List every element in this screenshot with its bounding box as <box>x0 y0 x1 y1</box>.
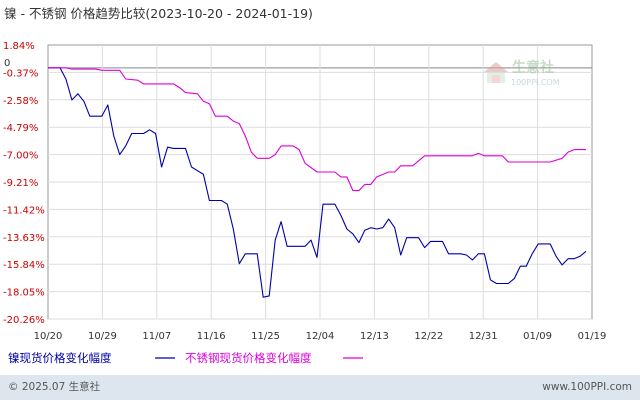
x-axis-ticks: 10/20 10/29 11/07 11/16 11/25 12/04 12/13 12/22… <box>34 331 607 342</box>
watermark-brand: 生意社 <box>512 59 554 76</box>
series-layer <box>48 67 587 298</box>
y-tick-label: -20.26% <box>3 315 45 326</box>
y-tick-label: -13.63% <box>3 233 45 244</box>
x-tick-label: 01/19 <box>578 331 607 342</box>
chart-title: 镍 - 不锈钢 价格趋势比较(2023-10-20 - 2024-01-19) <box>4 6 313 21</box>
x-tick-label: 11/16 <box>197 331 226 342</box>
footer-site: www.100PPI.com <box>542 381 632 393</box>
y-tick-label: -7.00% <box>3 151 38 162</box>
x-tick-label: 10/20 <box>34 331 63 342</box>
x-tick-label: 01/09 <box>523 331 552 342</box>
x-tick-label: 11/25 <box>251 331 280 342</box>
y-tick-label: -11.42% <box>3 205 45 216</box>
watermark-logo-icon <box>484 62 508 83</box>
y-tick-label: -2.58% <box>3 96 38 107</box>
y-tick-label: -15.84% <box>3 260 45 271</box>
series-line-nickel <box>48 67 587 298</box>
y-tick-label: -4.79% <box>3 123 38 134</box>
y-tick-label: -18.05% <box>3 288 45 299</box>
y-tick-label: 0 <box>4 58 10 69</box>
x-tick-label: 10/29 <box>88 331 117 342</box>
x-tick-label: 12/13 <box>360 331 389 342</box>
legend: 镍现货价格变化幅度 不锈钢现货价格变化幅度 <box>8 351 363 365</box>
x-tick-label: 12/04 <box>306 331 335 342</box>
legend-label-nickel: 镍现货价格变化幅度 <box>8 351 112 365</box>
y-axis-ticks: 1.84% 0-0.37% -2.58% -4.79% -7.00% -9.21% -11.… <box>3 41 45 326</box>
y-tick-label: -9.21% <box>3 178 38 189</box>
x-tick-label: 12/31 <box>469 331 498 342</box>
watermark: 生意社 100PPI.COM <box>484 59 560 87</box>
legend-label-stainless: 不锈钢现货价格变化幅度 <box>185 351 312 365</box>
watermark-site: 100PPI.COM <box>511 78 560 87</box>
x-tick-label: 12/22 <box>414 331 443 342</box>
footer-bar <box>0 375 640 400</box>
y-tick-label: 1.84% <box>3 41 35 52</box>
y-tick-label: -0.37% <box>3 68 38 79</box>
series-line-stainless <box>48 67 586 192</box>
x-tick-label: 11/07 <box>142 331 171 342</box>
footer-copyright: © 2025.07 生意社 <box>8 380 101 393</box>
